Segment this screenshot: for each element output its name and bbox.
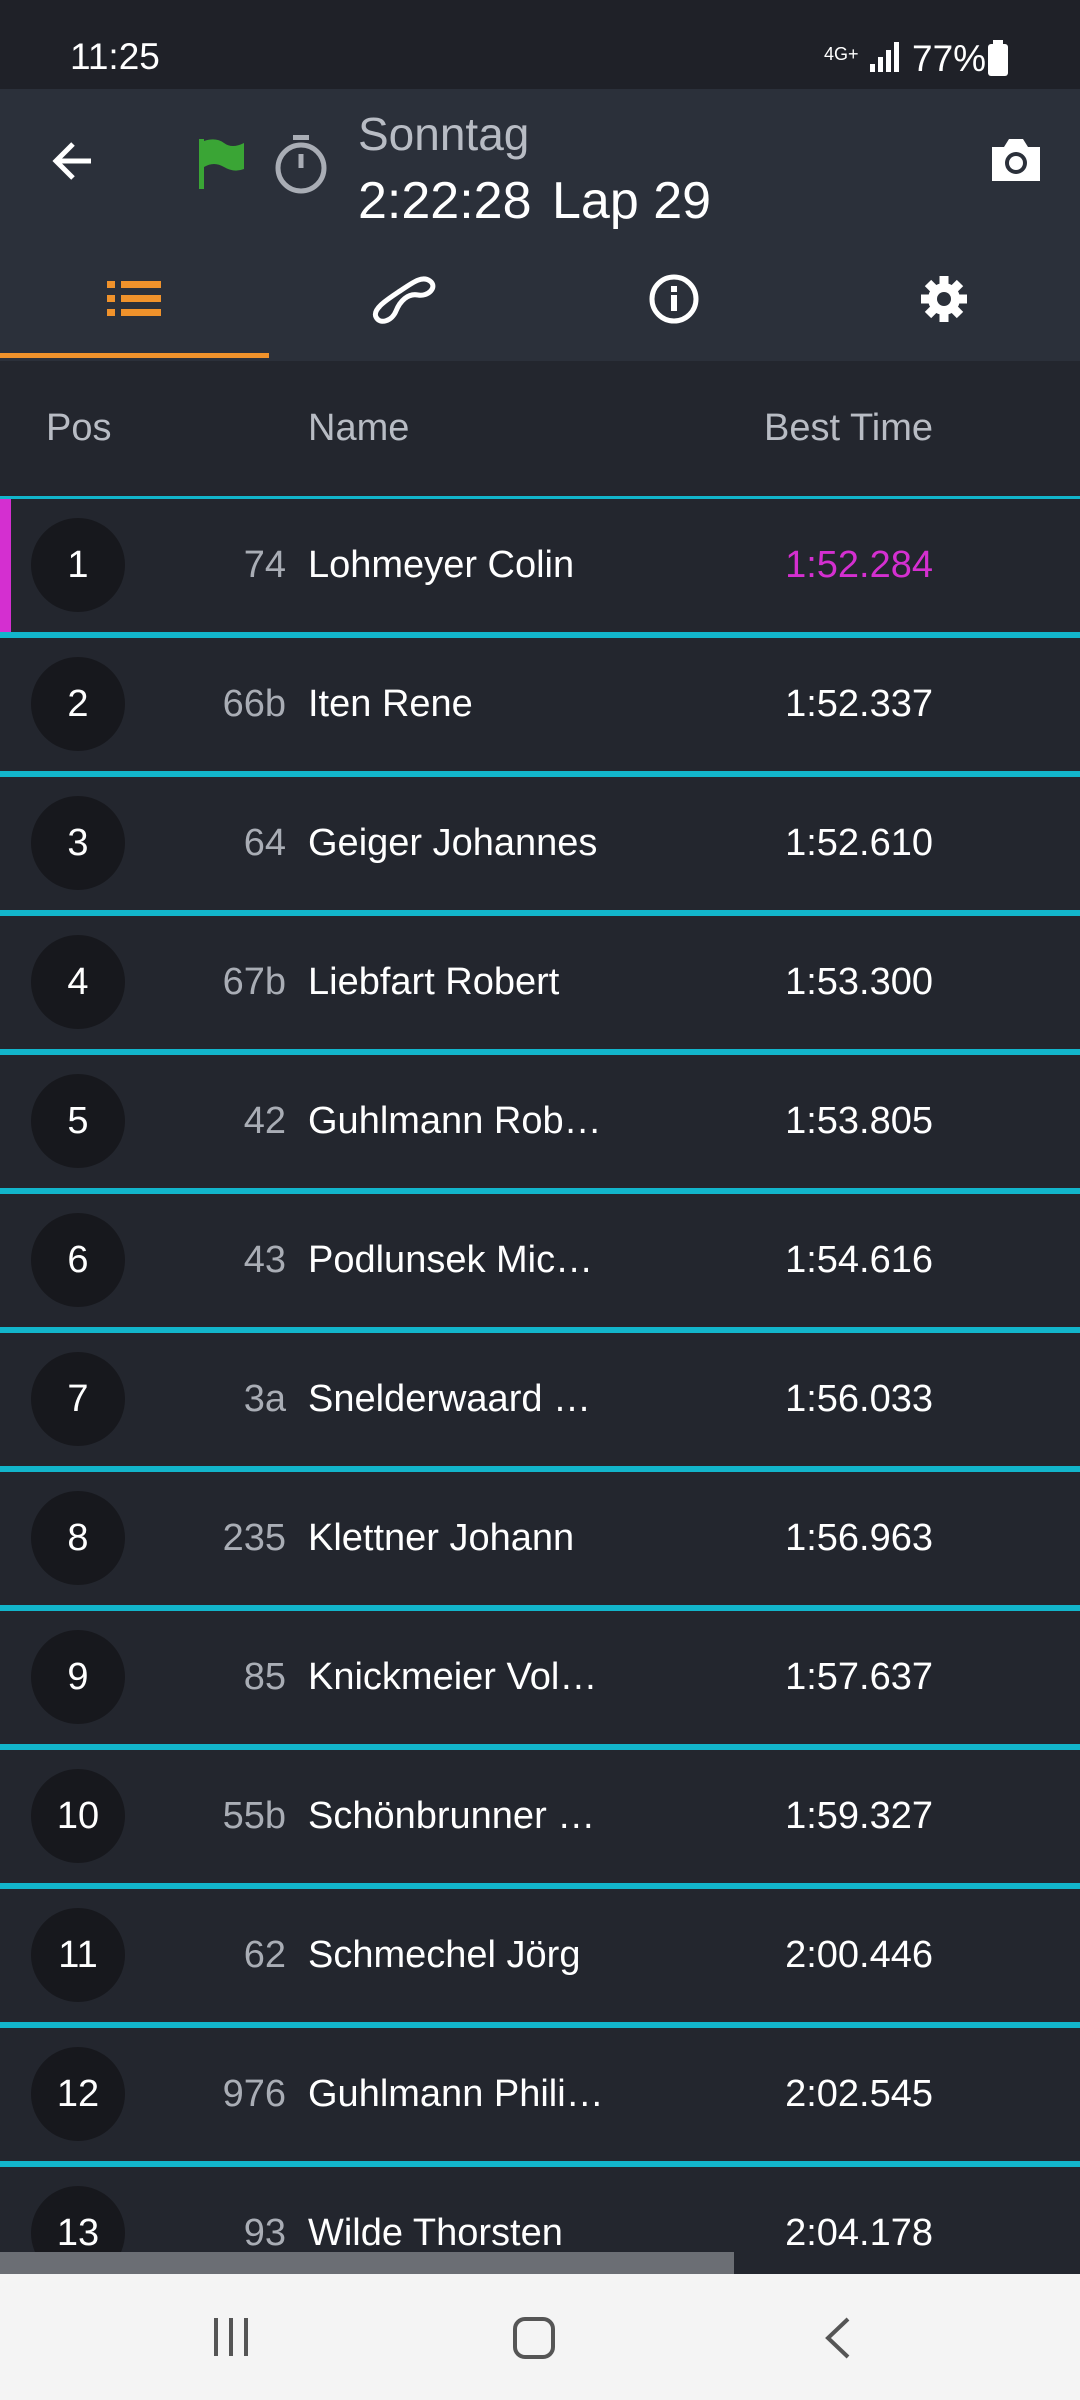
best-time: 2:02.545 [785, 2073, 933, 2115]
position: 3 [31, 796, 125, 890]
driver-name: Podlunsek Mic… [308, 1239, 594, 1281]
position: 10 [31, 1769, 125, 1863]
best-time: 1:54.616 [785, 1239, 933, 1281]
best-time: 2:00.446 [785, 1934, 933, 1976]
stopwatch-icon [275, 135, 327, 194]
position: 12 [31, 2047, 125, 2141]
position: 7 [31, 1352, 125, 1446]
driver-name: Liebfart Robert [308, 961, 560, 1003]
col-name: Name [308, 407, 410, 449]
driver-name: Wilde Thorsten [308, 2212, 563, 2254]
result-row[interactable]: 9 85 Knickmeier Vol… 1:57.637 [0, 1611, 1080, 1744]
nav-back[interactable] [820, 2316, 856, 2360]
car-number: 42 [243, 1100, 286, 1142]
back-button[interactable] [47, 135, 99, 187]
flag-icon [199, 139, 244, 189]
position: 4 [31, 935, 125, 1029]
best-time: 1:53.300 [785, 961, 933, 1003]
position: 5 [31, 1074, 125, 1168]
result-row[interactable]: 12 976 Guhlmann Phili… 2:02.545 [0, 2028, 1080, 2161]
result-row[interactable]: 1 74 Lohmeyer Colin 1:52.284 [0, 499, 1080, 632]
result-row[interactable]: 11 62 Schmechel Jörg 2:00.446 [0, 1889, 1080, 2022]
tab-settings[interactable] [918, 273, 970, 325]
position: 9 [31, 1630, 125, 1724]
nav-recent[interactable] [210, 2316, 252, 2358]
position: 8 [31, 1491, 125, 1585]
position: 11 [31, 1908, 125, 2002]
nav-bar [0, 2274, 1080, 2400]
driver-name: Iten Rene [308, 683, 473, 725]
car-number: 976 [222, 2073, 286, 2115]
result-row[interactable]: 4 67b Liebfart Robert 1:53.300 [0, 916, 1080, 1049]
result-row[interactable]: 6 43 Podlunsek Mic… 1:54.616 [0, 1194, 1080, 1327]
tab-info[interactable] [648, 273, 700, 325]
best-time: 2:04.178 [785, 2212, 933, 2254]
driver-name: Klettner Johann [308, 1517, 575, 1559]
col-pos: Pos [46, 407, 112, 449]
car-number: 43 [243, 1239, 286, 1281]
driver-name: Lohmeyer Colin [308, 544, 575, 586]
result-row[interactable]: 3 64 Geiger Johannes 1:52.610 [0, 777, 1080, 910]
battery-level: 77% [912, 38, 987, 79]
column-header: Pos Name Best Time [0, 361, 1080, 496]
best-time: 1:57.637 [785, 1656, 933, 1698]
tab-list[interactable] [105, 277, 165, 321]
car-number: 62 [243, 1934, 286, 1976]
tab-indicator [0, 353, 269, 358]
nav-home[interactable] [512, 2316, 556, 2360]
position: 1 [31, 518, 125, 612]
scrollbar [0, 2252, 734, 2274]
lap-count: Lap 29 [552, 172, 712, 230]
status-bar: 11:25 4G+ 77% [0, 0, 1080, 89]
leader-marker [0, 499, 11, 632]
result-row[interactable]: 5 42 Guhlmann Rob… 1:53.805 [0, 1055, 1080, 1188]
car-number: 3a [243, 1378, 286, 1420]
result-row[interactable]: 8 235 Klettner Johann 1:56.963 [0, 1472, 1080, 1605]
driver-name: Schmechel Jörg [308, 1934, 581, 1976]
best-time: 1:53.805 [785, 1100, 933, 1142]
car-number: 66b [222, 683, 286, 725]
driver-name: Guhlmann Phili… [308, 2073, 604, 2115]
position: 6 [31, 1213, 125, 1307]
race-clock: 2:22:28 [358, 172, 532, 230]
camera-button[interactable] [988, 135, 1044, 185]
driver-name: Guhlmann Rob… [308, 1100, 602, 1142]
driver-name: Snelderwaard … [308, 1378, 592, 1420]
best-time: 1:52.337 [785, 683, 933, 725]
result-row[interactable]: 10 55b Schönbrunner … 1:59.327 [0, 1750, 1080, 1883]
network: 4G+ [824, 44, 859, 64]
best-time: 1:56.033 [785, 1378, 933, 1420]
signal-icon [870, 42, 899, 72]
car-number: 235 [222, 1517, 286, 1559]
car-number: 67b [222, 961, 286, 1003]
app-bar: Sonntag 2:22:28 Lap 29 [0, 89, 1080, 361]
car-number: 85 [243, 1656, 286, 1698]
battery-icon [988, 40, 1008, 76]
status-time: 11:25 [70, 36, 160, 77]
car-number: 74 [243, 544, 286, 586]
tab-track[interactable] [370, 271, 440, 325]
driver-name: Schönbrunner … [308, 1795, 596, 1837]
car-number: 64 [243, 822, 286, 864]
car-number: 93 [243, 2212, 286, 2254]
result-row[interactable]: 7 3a Snelderwaard … 1:56.033 [0, 1333, 1080, 1466]
session-title: Sonntag [358, 108, 530, 160]
driver-name: Knickmeier Vol… [308, 1656, 598, 1698]
result-row[interactable]: 2 66b Iten Rene 1:52.337 [0, 638, 1080, 771]
position: 2 [31, 657, 125, 751]
best-time: 1:59.327 [785, 1795, 933, 1837]
results-list: 1 74 Lohmeyer Colin 1:52.284 2 66b Iten Rene 1:… [0, 496, 1080, 2274]
car-number: 55b [222, 1795, 286, 1837]
best-time: 1:52.284 [785, 544, 933, 586]
best-time: 1:56.963 [785, 1517, 933, 1559]
best-time: 1:52.610 [785, 822, 933, 864]
driver-name: Geiger Johannes [308, 822, 598, 864]
col-best: Best Time [764, 407, 933, 449]
